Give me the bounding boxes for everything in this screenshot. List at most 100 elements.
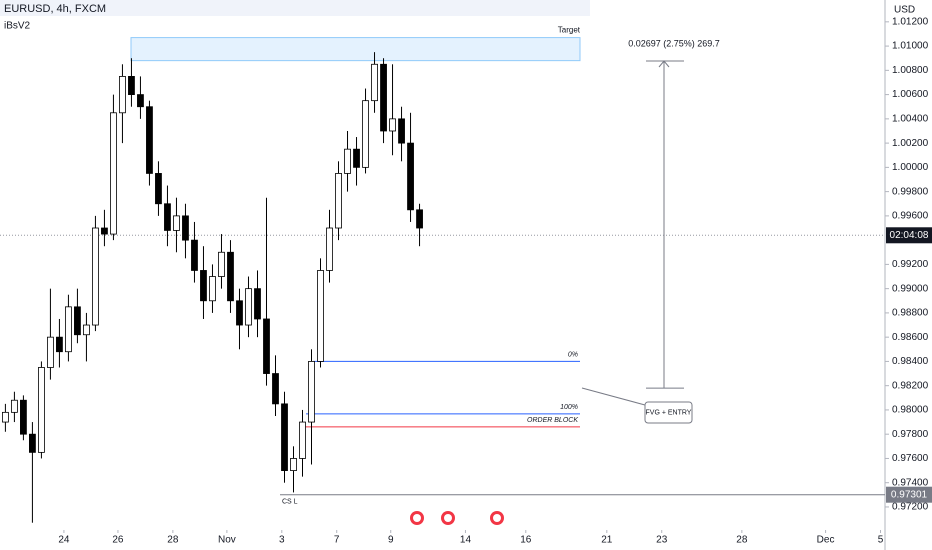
candle-body — [353, 148, 360, 168]
candle-body — [236, 300, 243, 326]
x-tick-label: 23 — [656, 535, 668, 546]
candle-body — [299, 421, 306, 459]
y-tick-label: 0.98000 — [892, 405, 929, 416]
candle-body — [227, 251, 234, 302]
candle-body — [173, 215, 180, 231]
y-tick-label: 0.99000 — [892, 283, 929, 294]
candle-body — [92, 227, 99, 326]
candle-body — [164, 203, 171, 231]
candle-body — [56, 336, 63, 353]
candle-body — [20, 399, 27, 435]
candle-body — [326, 227, 333, 271]
callout-box — [644, 401, 693, 424]
candle-body — [119, 76, 126, 114]
candle-body — [101, 227, 108, 235]
candle-body — [47, 336, 54, 368]
price-label-box — [886, 486, 932, 503]
price-label: 0.97301 — [891, 489, 928, 500]
candle-body — [209, 276, 216, 302]
candle-body — [83, 324, 90, 336]
x-tick-label: 14 — [460, 535, 472, 546]
y-tick-label: 1.00800 — [892, 65, 929, 76]
x-tick-label: 5 — [878, 535, 884, 546]
countdown: 02:04:08 — [890, 230, 929, 241]
y-tick-label: 1.00000 — [892, 162, 929, 173]
y-axis-label: USD — [894, 5, 915, 16]
event-icons — [410, 511, 504, 525]
candle-body — [416, 209, 423, 229]
candle-body — [407, 142, 414, 211]
x-tick-label: 26 — [112, 535, 124, 546]
measure-arrow — [658, 60, 670, 68]
indicator-name: iBsV2 — [4, 21, 31, 32]
candle-body — [335, 173, 342, 229]
countdown-box — [886, 227, 932, 244]
y-tick-label: 1.00400 — [892, 113, 929, 124]
level-label: ORDER BLOCK — [527, 417, 578, 424]
candle-body — [128, 76, 135, 95]
x-tick-label: 7 — [334, 535, 340, 546]
candle-body — [317, 270, 324, 362]
level-label: 100% — [560, 404, 578, 411]
candle-body — [344, 148, 351, 174]
y-tick-label: 0.98400 — [892, 356, 929, 367]
candle-body — [398, 118, 405, 144]
target-label: Target — [558, 26, 581, 35]
candle-body — [146, 106, 153, 174]
x-tick-label: 3 — [279, 535, 285, 546]
candle-body — [371, 63, 378, 102]
callout-pointer — [581, 387, 646, 406]
y-tick-label: 0.98800 — [892, 308, 929, 319]
x-tick-label: Dec — [817, 535, 835, 546]
chart-title: EURUSD, 4h, FXCM — [4, 3, 106, 15]
candle-body — [308, 361, 315, 423]
level-label: 0% — [568, 351, 578, 358]
candle-body — [281, 403, 288, 471]
target-zone — [130, 37, 581, 62]
x-tick-label: 24 — [58, 535, 70, 546]
event-icon — [444, 514, 452, 522]
y-tick-label: 0.97800 — [892, 429, 929, 440]
candle-body — [11, 399, 18, 413]
y-tick-label: 0.99600 — [892, 211, 929, 222]
y-tick-label: 0.98600 — [892, 332, 929, 343]
candle-body — [200, 270, 207, 302]
y-tick-label: 0.99800 — [892, 186, 929, 197]
candle-body — [137, 94, 144, 108]
header-bar — [0, 0, 590, 16]
x-tick-label: 9 — [388, 535, 394, 546]
candle-body — [65, 306, 72, 353]
candle-body — [155, 173, 162, 205]
y-tick-label: 0.97400 — [892, 477, 929, 488]
candle-body — [191, 239, 198, 271]
candle-body — [74, 306, 81, 336]
candle-body — [263, 318, 270, 374]
candle-body — [110, 112, 117, 235]
y-tick-label: 0.99200 — [892, 259, 929, 270]
y-tick-label: 1.00200 — [892, 138, 929, 149]
x-tick-label: Nov — [218, 535, 236, 546]
y-tick-label: 1.01000 — [892, 41, 929, 52]
candle-body — [2, 411, 9, 423]
swing-low-label: CS L — [282, 499, 298, 506]
y-tick-label: 0.97600 — [892, 453, 929, 464]
y-tick-label: 1.01200 — [892, 16, 929, 27]
candle-body — [362, 100, 369, 168]
x-tick-label: 16 — [520, 535, 532, 546]
event-icon — [493, 514, 501, 522]
candle-body — [29, 433, 36, 453]
candle-body — [245, 288, 252, 326]
y-tick-label: 1.00600 — [892, 89, 929, 100]
y-tick-label: 0.98200 — [892, 380, 929, 391]
candle-body — [38, 367, 45, 453]
candle-body — [272, 373, 279, 405]
candle-body — [182, 215, 189, 241]
x-tick-label: 28 — [736, 535, 748, 546]
callout-text: FVG + ENTRY — [646, 409, 692, 416]
measure-label: 0.02697 (2.75%) 269.7 — [628, 38, 720, 48]
candle-body — [380, 63, 387, 132]
candle-body — [254, 288, 261, 320]
candle-body — [389, 118, 396, 132]
candle-body — [290, 458, 297, 471]
